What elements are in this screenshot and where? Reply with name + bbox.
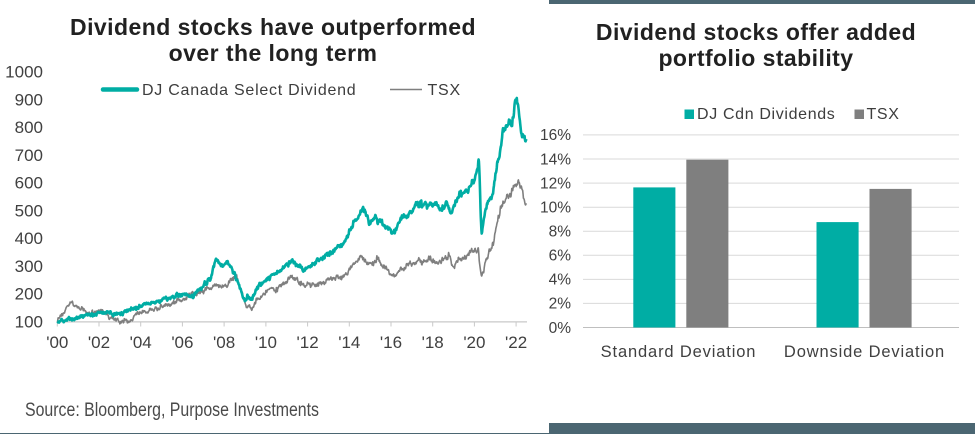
- svg-text:'08: '08: [213, 333, 235, 352]
- svg-text:'02: '02: [88, 333, 110, 352]
- svg-text:1000: 1000: [5, 63, 43, 82]
- svg-text:800: 800: [15, 118, 43, 137]
- svg-text:100: 100: [15, 312, 43, 331]
- svg-text:DJ Canada Select Dividend: DJ Canada Select Dividend: [142, 82, 356, 99]
- svg-text:700: 700: [15, 146, 43, 165]
- svg-text:DJ Cdn Dividends: DJ Cdn Dividends: [697, 106, 835, 123]
- svg-text:600: 600: [15, 174, 43, 193]
- svg-text:14%: 14%: [540, 151, 571, 168]
- svg-text:4%: 4%: [549, 272, 572, 289]
- svg-text:TSX: TSX: [867, 106, 900, 123]
- svg-text:500: 500: [15, 201, 43, 220]
- svg-text:Standard Deviation: Standard Deviation: [601, 343, 757, 361]
- svg-text:2%: 2%: [549, 296, 572, 313]
- svg-text:0%: 0%: [549, 320, 572, 337]
- svg-text:Downside Deviation: Downside Deviation: [784, 343, 945, 361]
- svg-text:'22: '22: [505, 333, 527, 352]
- svg-text:'10: '10: [255, 333, 277, 352]
- svg-text:'20: '20: [463, 333, 485, 352]
- svg-text:'14: '14: [338, 333, 360, 352]
- svg-text:'16: '16: [380, 333, 402, 352]
- svg-text:'18: '18: [422, 333, 444, 352]
- svg-text:16%: 16%: [540, 127, 571, 144]
- svg-text:6%: 6%: [549, 248, 572, 265]
- svg-text:TSX: TSX: [428, 82, 461, 99]
- svg-text:'04: '04: [130, 333, 152, 352]
- svg-text:300: 300: [15, 257, 43, 276]
- svg-text:400: 400: [15, 229, 43, 248]
- svg-text:10%: 10%: [540, 200, 571, 217]
- svg-text:'06: '06: [171, 333, 193, 352]
- svg-text:8%: 8%: [549, 224, 572, 241]
- svg-text:Source: Bloomberg, Purpose Inv: Source: Bloomberg, Purpose Investments: [25, 400, 319, 421]
- svg-text:'00: '00: [46, 333, 68, 352]
- svg-text:12%: 12%: [540, 175, 571, 192]
- svg-text:900: 900: [15, 90, 43, 109]
- svg-text:'12: '12: [297, 333, 319, 352]
- svg-text:200: 200: [15, 285, 43, 304]
